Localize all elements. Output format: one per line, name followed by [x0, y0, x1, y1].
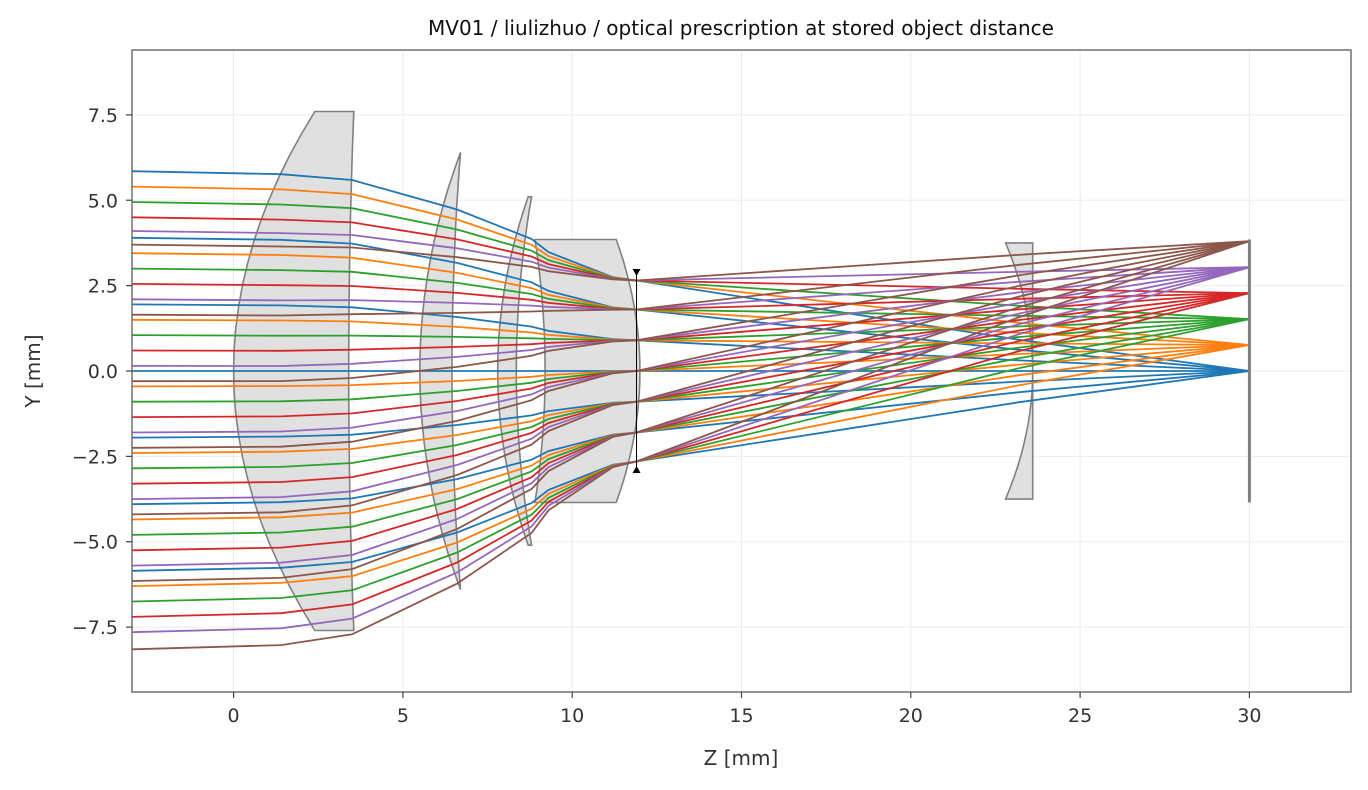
x-tick-label: 0: [228, 705, 240, 727]
ray-field-2: [131, 318, 1250, 536]
ray-field-3: [131, 283, 1250, 311]
x-tick-label: 20: [899, 705, 923, 727]
ray-field-5: [131, 240, 1250, 651]
y-tick-label: −7.5: [72, 617, 118, 639]
ray-field-4: [131, 230, 1250, 282]
y-tick-label: 5.0: [88, 190, 118, 212]
x-axis-ticks: 0 5 10 15 20 25 30: [228, 692, 1262, 727]
ray-field-1: [131, 344, 1250, 454]
y-axis-label: Y [mm]: [21, 334, 45, 408]
ray-field-5: [131, 240, 1250, 449]
y-tick-label: −2.5: [72, 446, 118, 468]
ray-field-1: [131, 344, 1250, 388]
ray-field-0: [131, 170, 1250, 372]
ray-field-4: [131, 266, 1250, 311]
ray-field-1: [131, 252, 1250, 346]
ray-field-2: [131, 318, 1250, 470]
ray-field-3: [131, 292, 1250, 418]
ray-field-2: [131, 318, 1250, 403]
x-axis-label: Z [mm]: [704, 746, 779, 770]
aperture-stop: [632, 268, 641, 474]
stop-marker-top: [632, 268, 641, 276]
ray-field-3: [131, 292, 1250, 552]
x-tick-label: 30: [1237, 705, 1261, 727]
ray-field-5: [131, 240, 1250, 282]
ray-field-4: [131, 266, 1250, 434]
ray-field-4: [131, 266, 1250, 634]
ray-field-1: [131, 185, 1250, 346]
ray-field-1: [131, 344, 1250, 587]
y-tick-label: 2.5: [88, 276, 118, 298]
x-tick-label: 5: [397, 705, 409, 727]
ray-field-2: [131, 201, 1250, 320]
x-tick-label: 25: [1068, 705, 1092, 727]
ray-field-1: [131, 318, 1250, 346]
ray-field-3: [131, 292, 1250, 352]
ray-field-0: [131, 236, 1250, 372]
chart-title: MV01 / liulizhuo / optical prescription …: [428, 16, 1054, 40]
ray-field-4: [131, 266, 1250, 500]
ray-field-2: [131, 318, 1250, 603]
ray-field-0: [131, 370, 1250, 439]
y-tick-label: −5.0: [72, 532, 118, 554]
y-tick-label: 0.0: [88, 361, 118, 383]
ray-field-3: [131, 292, 1250, 618]
ray-field-4: [131, 266, 1250, 367]
ray-field-5: [131, 240, 1250, 582]
y-axis-ticks: −7.5 −5.0 −2.5 0.0 2.5 5.0 7.5: [72, 105, 132, 639]
ray-field-5: [131, 240, 1250, 383]
ray-field-3: [131, 292, 1250, 485]
ray-field-3: [131, 216, 1250, 294]
ray-field-5: [131, 240, 1250, 516]
ray-field-0: [131, 370, 1250, 572]
stop-marker-bottom: [632, 466, 641, 474]
x-tick-label: 10: [560, 705, 584, 727]
ray-field-1: [131, 344, 1250, 521]
ray-field-0: [131, 370, 1250, 506]
x-tick-label: 15: [729, 705, 753, 727]
y-tick-label: 7.5: [88, 105, 118, 127]
ray-field-4: [131, 266, 1250, 567]
ray-field-5: [131, 240, 1250, 317]
ray-fans: [131, 170, 1250, 651]
ray-field-2: [131, 267, 1250, 320]
ray-field-2: [131, 318, 1250, 342]
ray-field-0: [131, 303, 1250, 372]
